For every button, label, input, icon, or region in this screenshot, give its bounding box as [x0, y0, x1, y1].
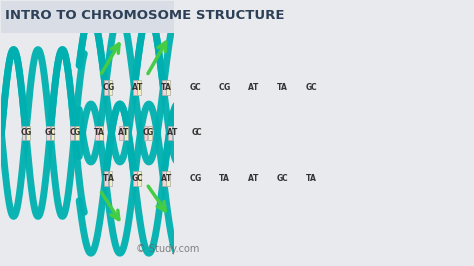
Text: C: C — [50, 128, 55, 138]
Bar — [162, 171, 166, 186]
Text: A: A — [248, 174, 254, 183]
Text: C: C — [196, 128, 202, 138]
Bar — [220, 80, 224, 95]
Bar — [307, 171, 310, 186]
Text: G: G — [45, 128, 51, 138]
Bar — [166, 171, 170, 186]
Text: G: G — [277, 174, 283, 183]
Bar — [192, 126, 196, 140]
Bar — [104, 80, 108, 95]
Text: A: A — [132, 83, 138, 92]
Text: T: T — [103, 174, 109, 183]
Text: C: C — [143, 128, 148, 138]
Bar — [283, 171, 286, 186]
Text: C: C — [103, 83, 109, 92]
Text: INTRO TO CHROMOSOME STRUCTURE: INTRO TO CHROMOSOME STRUCTURE — [5, 9, 284, 22]
Bar — [119, 126, 123, 140]
Text: T: T — [94, 128, 100, 138]
Text: C: C — [21, 128, 27, 138]
Text: T: T — [137, 83, 142, 92]
Text: © Study.com: © Study.com — [136, 244, 200, 254]
Text: G: G — [306, 83, 312, 92]
Bar — [283, 80, 286, 95]
Bar — [109, 171, 112, 186]
Text: T: T — [161, 83, 166, 92]
Bar — [168, 126, 172, 140]
Bar — [137, 80, 141, 95]
Text: T: T — [166, 174, 171, 183]
Text: T: T — [123, 128, 128, 138]
Bar — [144, 126, 147, 140]
Text: C: C — [282, 174, 287, 183]
Text: A: A — [118, 128, 124, 138]
Bar — [1, 1, 174, 33]
Bar — [109, 80, 112, 95]
Bar — [95, 126, 99, 140]
Text: C: C — [194, 83, 200, 92]
Text: C: C — [137, 174, 142, 183]
Bar — [173, 126, 176, 140]
Bar — [166, 80, 170, 95]
Bar — [224, 171, 228, 186]
Bar — [133, 171, 137, 186]
Bar — [46, 126, 50, 140]
Text: A: A — [167, 128, 173, 138]
Bar — [104, 171, 108, 186]
Text: T: T — [306, 174, 311, 183]
Bar — [26, 126, 30, 140]
Bar — [311, 171, 315, 186]
Text: G: G — [190, 83, 196, 92]
Text: T: T — [253, 83, 258, 92]
Text: G: G — [191, 128, 198, 138]
Text: C: C — [70, 128, 75, 138]
Text: T: T — [277, 83, 283, 92]
Bar — [71, 126, 74, 140]
Bar — [249, 171, 253, 186]
Text: A: A — [98, 128, 104, 138]
Text: T: T — [253, 174, 258, 183]
Bar — [278, 80, 282, 95]
Bar — [191, 171, 195, 186]
Bar — [195, 171, 199, 186]
Bar — [191, 80, 195, 95]
Text: C: C — [310, 83, 316, 92]
Text: A: A — [161, 174, 167, 183]
Bar — [197, 126, 201, 140]
Bar — [137, 171, 141, 186]
Text: A: A — [165, 83, 171, 92]
Text: A: A — [310, 174, 316, 183]
Bar — [75, 126, 79, 140]
Bar — [148, 126, 152, 140]
Bar — [220, 171, 224, 186]
Bar — [51, 126, 55, 140]
Text: G: G — [74, 128, 80, 138]
Text: G: G — [132, 174, 138, 183]
Bar — [100, 126, 103, 140]
Bar — [249, 80, 253, 95]
Bar — [307, 80, 310, 95]
Text: G: G — [147, 128, 153, 138]
Text: G: G — [107, 83, 114, 92]
Bar — [224, 80, 228, 95]
Bar — [254, 80, 257, 95]
Text: A: A — [248, 83, 254, 92]
Text: A: A — [223, 174, 229, 183]
Bar — [254, 171, 257, 186]
Bar — [133, 80, 137, 95]
Text: T: T — [172, 128, 177, 138]
Bar — [22, 126, 26, 140]
Text: C: C — [190, 174, 196, 183]
Bar — [278, 171, 282, 186]
Text: T: T — [219, 174, 225, 183]
Text: G: G — [25, 128, 31, 138]
Bar — [162, 80, 166, 95]
Text: A: A — [108, 174, 113, 183]
Bar — [195, 80, 199, 95]
Bar — [124, 126, 128, 140]
Text: A: A — [282, 83, 287, 92]
Bar — [311, 80, 315, 95]
Text: G: G — [194, 174, 201, 183]
Text: G: G — [223, 83, 229, 92]
Text: C: C — [219, 83, 225, 92]
